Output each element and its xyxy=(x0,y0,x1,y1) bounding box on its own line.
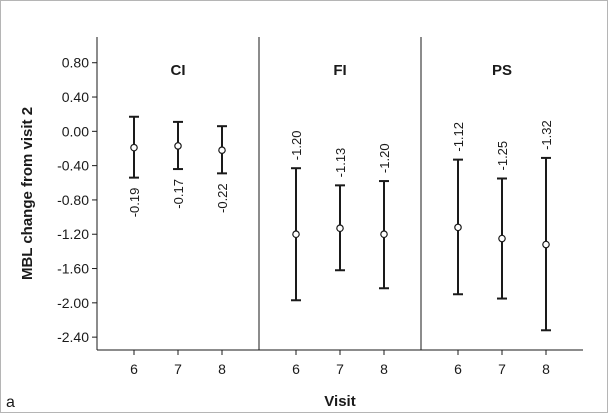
y-axis-title: MBL change from visit 2 xyxy=(19,107,36,280)
panel-title-fi: FI xyxy=(333,62,346,79)
y-tick-label: -1.20 xyxy=(57,226,89,242)
data-label: -0.19 xyxy=(127,188,142,218)
y-tick-label: -0.80 xyxy=(57,192,89,208)
data-point xyxy=(336,224,344,233)
data-point xyxy=(380,230,388,239)
data-label: -1.20 xyxy=(377,143,392,173)
y-tick-label: -2.00 xyxy=(57,295,89,311)
x-tick-label: 7 xyxy=(336,361,344,377)
data-label: -1.25 xyxy=(495,141,510,171)
data-label: -1.32 xyxy=(539,120,554,150)
data-point xyxy=(454,223,462,232)
x-tick-label: 8 xyxy=(218,361,226,377)
data-point xyxy=(218,146,226,154)
x-tick-label: 6 xyxy=(454,361,462,377)
data-label: -1.13 xyxy=(333,148,348,178)
y-tick-label: -0.40 xyxy=(57,158,89,174)
data-point xyxy=(292,230,300,239)
data-label: -0.17 xyxy=(171,179,186,209)
data-point xyxy=(498,234,506,243)
data-label: -0.22 xyxy=(215,183,230,213)
x-axis-title: Visit xyxy=(324,393,355,410)
data-label: -1.20 xyxy=(289,131,304,161)
y-tick-label: 0.80 xyxy=(62,55,89,71)
x-tick-label: 7 xyxy=(498,361,506,377)
x-tick-label: 6 xyxy=(130,361,138,377)
plot-area: 0.80 0.40 0.00 -0.40 -0.80 -1.20 -1.60 -2.00 -2.… xyxy=(19,37,583,410)
data-label: -1.12 xyxy=(451,122,466,152)
x-tick-label: 8 xyxy=(380,361,388,377)
x-tick-label: 7 xyxy=(174,361,182,377)
data-point xyxy=(130,143,138,152)
panel-title-ci: CI xyxy=(171,62,186,79)
y-tick-label: 0.40 xyxy=(62,89,89,105)
y-tick-label: 0.00 xyxy=(62,123,89,139)
y-tick-label: -1.60 xyxy=(57,261,89,277)
data-point xyxy=(542,240,550,249)
panel-letter: a xyxy=(6,394,15,411)
x-tick-label: 8 xyxy=(542,361,550,377)
data-point xyxy=(174,142,182,150)
panel-title-ps: PS xyxy=(492,62,512,79)
x-tick-label: 6 xyxy=(292,361,300,377)
y-tick-label: -2.40 xyxy=(57,329,89,345)
